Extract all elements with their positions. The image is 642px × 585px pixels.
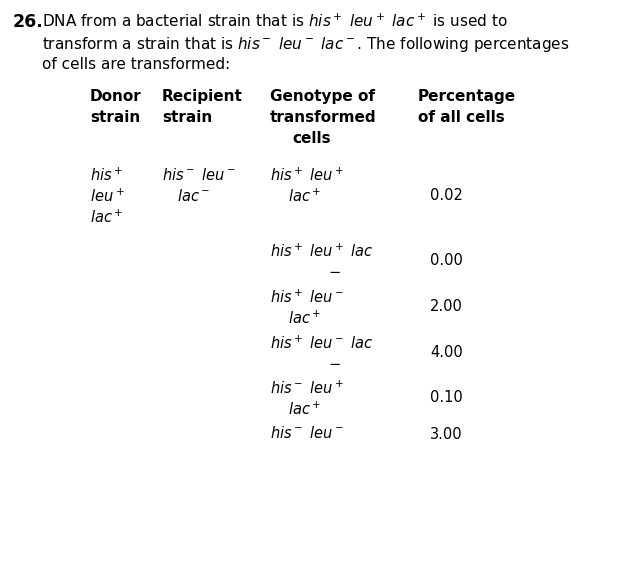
Text: strain: strain xyxy=(162,110,213,125)
Text: 3.00: 3.00 xyxy=(430,427,463,442)
Text: of all cells: of all cells xyxy=(418,110,505,125)
Text: $\mathit{his}^+$ $\mathit{leu}^-$ $\mathit{lac}$: $\mathit{his}^+$ $\mathit{leu}^-$ $\math… xyxy=(270,335,373,352)
Text: Donor: Donor xyxy=(90,89,142,104)
Text: $\mathit{his}^+$ $\mathit{leu}^+$: $\mathit{his}^+$ $\mathit{leu}^+$ xyxy=(270,167,344,184)
Text: $-$: $-$ xyxy=(328,263,341,278)
Text: $\mathit{lac}^+$: $\mathit{lac}^+$ xyxy=(288,401,322,418)
Text: Recipient: Recipient xyxy=(162,89,243,104)
Text: $-$: $-$ xyxy=(328,355,341,370)
Text: strain: strain xyxy=(90,110,140,125)
Text: $\mathit{his}^+$ $\mathit{leu}^-$: $\mathit{his}^+$ $\mathit{leu}^-$ xyxy=(270,289,344,307)
Text: 26.: 26. xyxy=(13,13,44,31)
Text: of cells are transformed:: of cells are transformed: xyxy=(42,57,230,72)
Text: 0.00: 0.00 xyxy=(430,253,463,268)
Text: transform a strain that is $\mathit{his}^-$ $\mathit{leu}^-$ $\mathit{lac}^-$. T: transform a strain that is $\mathit{his}… xyxy=(42,35,569,54)
Text: DNA from a bacterial strain that is $\mathit{his}^+$ $\mathit{leu}^+$ $\mathit{l: DNA from a bacterial strain that is $\ma… xyxy=(42,13,508,30)
Text: 0.02: 0.02 xyxy=(430,188,463,203)
Text: Percentage: Percentage xyxy=(418,89,516,104)
Text: 0.10: 0.10 xyxy=(430,390,463,405)
Text: $\mathit{leu}^+$: $\mathit{leu}^+$ xyxy=(90,188,125,205)
Text: $\mathit{lac}^+$: $\mathit{lac}^+$ xyxy=(288,188,322,205)
Text: cells: cells xyxy=(292,131,331,146)
Text: $\mathit{lac}^+$: $\mathit{lac}^+$ xyxy=(288,310,322,327)
Text: $\mathit{his}^+$ $\mathit{leu}^+$ $\mathit{lac}$: $\mathit{his}^+$ $\mathit{leu}^+$ $\math… xyxy=(270,243,373,260)
Text: $\mathit{his}^-$ $\mathit{leu}^-$: $\mathit{his}^-$ $\mathit{leu}^-$ xyxy=(270,425,344,441)
Text: $\mathit{his}^+$: $\mathit{his}^+$ xyxy=(90,167,123,184)
Text: $\mathit{his}^-$ $\mathit{leu}^-$: $\mathit{his}^-$ $\mathit{leu}^-$ xyxy=(162,167,236,183)
Text: 4.00: 4.00 xyxy=(430,345,463,360)
Text: 2.00: 2.00 xyxy=(430,299,463,314)
Text: $\mathit{lac}^-$: $\mathit{lac}^-$ xyxy=(177,188,211,204)
Text: $\mathit{his}^-$ $\mathit{leu}^+$: $\mathit{his}^-$ $\mathit{leu}^+$ xyxy=(270,380,344,397)
Text: $\mathit{lac}^+$: $\mathit{lac}^+$ xyxy=(90,209,123,226)
Text: transformed: transformed xyxy=(270,110,377,125)
Text: Genotype of: Genotype of xyxy=(270,89,375,104)
